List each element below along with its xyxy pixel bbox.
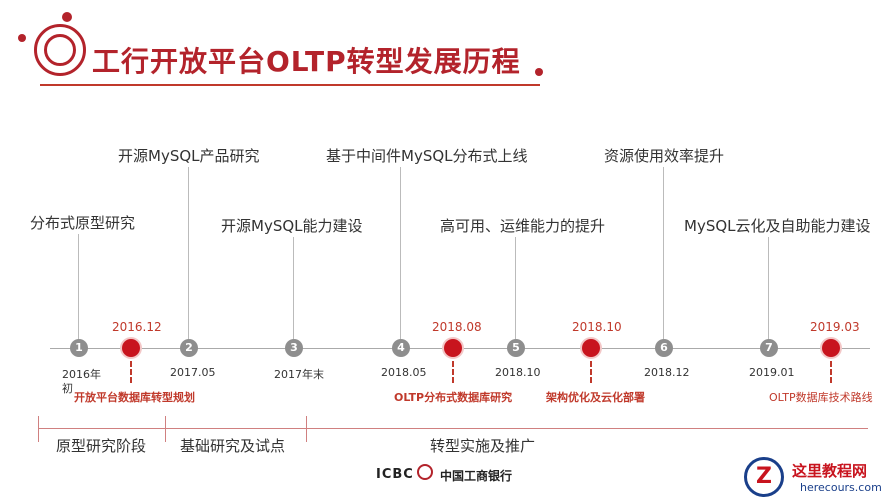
- icbc-small-logo-icon: [417, 464, 433, 480]
- timeline-node-4: 4: [392, 339, 410, 357]
- node-date-5: 2018.10: [495, 366, 541, 379]
- page-title: 工行开放平台OLTP转型发展历程: [92, 45, 521, 78]
- timeline-node-6: 6: [655, 339, 673, 357]
- icbc-logo-icon: [34, 24, 86, 76]
- red-dashed-connector: [830, 361, 832, 383]
- node-date-6: 2018.12: [644, 366, 690, 379]
- timeline-node-5: 5: [507, 339, 525, 357]
- timeline-node-2: 2: [180, 339, 198, 357]
- phase-bar: [38, 428, 868, 429]
- milestone-5-text: 高可用、运维能力的提升: [440, 217, 606, 235]
- phase-divider: [165, 416, 166, 442]
- red-dashed-connector: [130, 361, 132, 383]
- timeline-node-3: 3: [285, 339, 303, 357]
- red-event-text-1: 开放平台数据库转型规划: [74, 391, 195, 404]
- phase-label-1: 原型研究阶段: [56, 437, 147, 455]
- node-date-3: 2017年末: [274, 368, 324, 381]
- decor-dot: [18, 34, 26, 42]
- watermark-url: herecours.com: [800, 481, 882, 494]
- phase-label-2: 基础研究及试点: [180, 437, 286, 455]
- red-event-text-3: 架构优化及云化部署: [546, 391, 645, 404]
- timeline-node-1: 1: [70, 339, 88, 357]
- title-underline: [40, 84, 540, 86]
- connector-line: [400, 167, 401, 340]
- bank-name: 中国工商银行: [440, 469, 513, 483]
- red-event-date-4: 2019.03: [810, 320, 860, 334]
- milestone-2-text: 开源MySQL产品研究: [118, 147, 260, 165]
- milestone-7-text: MySQL云化及自助能力建设: [684, 217, 871, 235]
- milestone-4-text: 基于中间件MySQL分布式上线: [326, 147, 528, 165]
- watermark-logo-icon: Z: [744, 457, 784, 497]
- red-event-text-4: OLTP数据库技术路线: [769, 391, 873, 404]
- red-event-date-3: 2018.10: [572, 320, 622, 334]
- decor-dot: [62, 12, 72, 22]
- red-dashed-connector: [452, 361, 454, 383]
- decor-dot: [535, 68, 543, 76]
- icbc-logo-inner-icon: [44, 34, 76, 66]
- red-event-text-2: OLTP分布式数据库研究: [394, 391, 513, 404]
- milestone-6-text: 资源使用效率提升: [604, 147, 725, 165]
- node-date-2: 2017.05: [170, 366, 216, 379]
- phase-divider: [306, 416, 307, 442]
- red-event-date-2: 2018.08: [432, 320, 482, 334]
- milestone-1-text: 分布式原型研究: [30, 214, 136, 232]
- phase-label-3: 转型实施及推广: [430, 437, 536, 455]
- icbc-wordmark: ICBC: [376, 467, 414, 482]
- node-date-7: 2019.01: [749, 366, 795, 379]
- connector-line: [515, 237, 516, 340]
- connector-line: [293, 237, 294, 340]
- connector-line: [663, 167, 664, 340]
- red-event-date-1: 2016.12: [112, 320, 162, 334]
- node-date-1: 2016年: [62, 368, 101, 381]
- connector-line: [78, 234, 79, 340]
- red-event-node-4: [822, 339, 840, 357]
- red-event-node-1: [122, 339, 140, 357]
- red-dashed-connector: [590, 361, 592, 383]
- node-date-1-suffix: 初: [62, 382, 73, 395]
- node-date-4: 2018.05: [381, 366, 427, 379]
- connector-line: [188, 167, 189, 340]
- connector-line: [768, 237, 769, 340]
- watermark-name: 这里教程网: [792, 462, 868, 480]
- phase-divider: [38, 416, 39, 442]
- red-event-node-3: [582, 339, 600, 357]
- milestone-3-text: 开源MySQL能力建设: [221, 217, 363, 235]
- red-event-node-2: [444, 339, 462, 357]
- timeline-node-7: 7: [760, 339, 778, 357]
